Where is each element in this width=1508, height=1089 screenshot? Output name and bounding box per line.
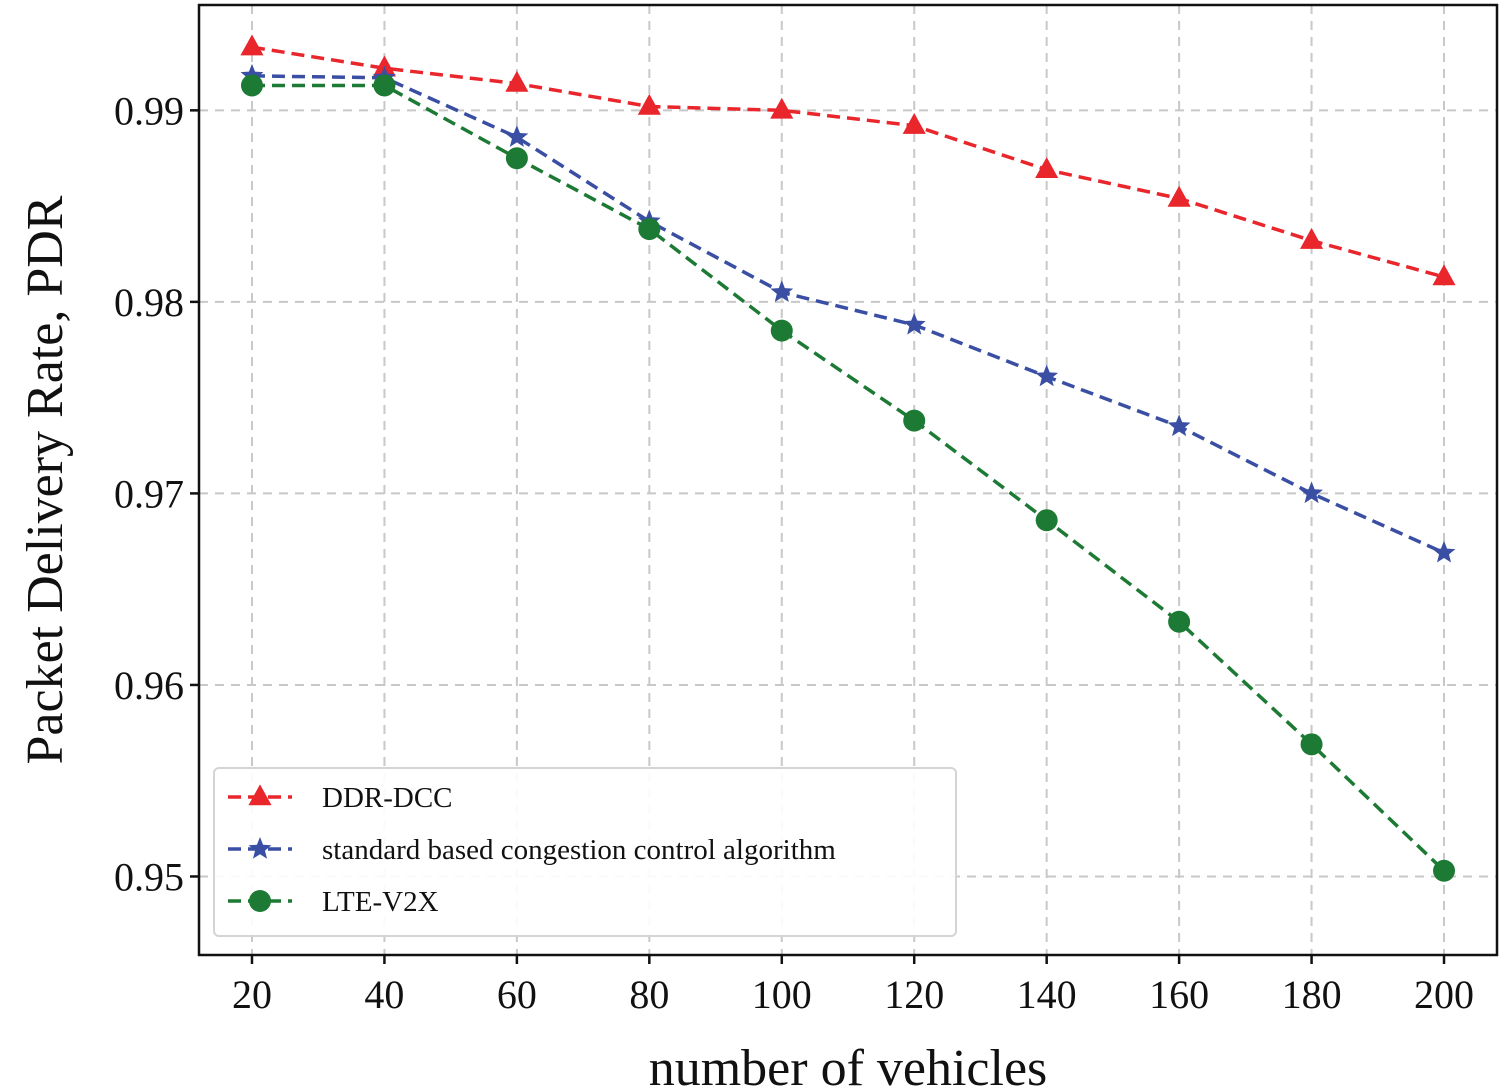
y-tick-label: 0.96 xyxy=(114,663,184,708)
data-point-standard-based-congestion-control-algorithm xyxy=(1167,414,1191,437)
axis-ticks: 20 40 60 80 100 120 140 160 180 200 0.95 0.96 0.97 0.… xyxy=(114,88,1474,1017)
data-point-lte-v2x xyxy=(770,319,793,342)
legend-marker-lte-v2x xyxy=(249,890,271,912)
data-point-standard-based-congestion-control-algorithm xyxy=(1035,364,1059,387)
data-point-ddr-dcc xyxy=(1167,185,1191,207)
data-point-lte-v2x xyxy=(638,218,661,241)
plot-frame xyxy=(197,3,1499,957)
legend-entry-lte-v2x: LTE-V2X xyxy=(228,886,439,918)
x-tick-label: 100 xyxy=(752,972,812,1017)
data-point-lte-v2x xyxy=(1035,509,1058,532)
data-point-standard-based-congestion-control-algorithm xyxy=(1300,481,1323,504)
series-lines xyxy=(240,34,1456,882)
data-point-ddr-dcc xyxy=(1035,157,1059,178)
y-tick-label: 0.98 xyxy=(114,280,184,325)
data-point-standard-based-congestion-control-algorithm xyxy=(902,312,926,335)
legend-marker-ddr-dcc xyxy=(248,784,272,806)
legend-entry-ddr-dcc: DDR-DCC xyxy=(228,782,453,814)
data-point-ddr-dcc xyxy=(637,93,661,115)
x-tick-label: 40 xyxy=(364,972,404,1017)
data-point-lte-v2x xyxy=(373,74,396,97)
y-tick-label: 0.95 xyxy=(114,854,184,899)
data-point-ddr-dcc xyxy=(1432,264,1456,286)
y-axis-title: Packet Delivery Rate, PDR xyxy=(17,195,74,764)
data-point-lte-v2x xyxy=(903,409,926,432)
data-point-ddr-dcc xyxy=(902,113,926,134)
data-point-standard-based-congestion-control-algorithm xyxy=(770,280,794,303)
data-point-standard-based-congestion-control-algorithm xyxy=(505,125,529,147)
data-point-lte-v2x xyxy=(505,147,528,170)
x-tick-label: 120 xyxy=(884,972,944,1017)
data-point-lte-v2x xyxy=(1168,610,1191,633)
data-point-ddr-dcc xyxy=(505,70,529,92)
series-line-standard-based-congestion-control-algorithm xyxy=(251,74,1445,555)
x-tick-label: 180 xyxy=(1282,972,1342,1017)
legend-label-ddr-dcc: DDR-DCC xyxy=(322,782,453,814)
series-lte-v2x xyxy=(240,74,1456,882)
y-tick-label: 0.97 xyxy=(114,471,184,516)
x-tick-label: 140 xyxy=(1017,972,1077,1017)
y-tick-label: 0.99 xyxy=(114,88,184,133)
x-tick-label: 160 xyxy=(1149,972,1209,1017)
data-point-ddr-dcc xyxy=(240,34,264,56)
x-axis-title: number of vehicles xyxy=(649,1040,1048,1089)
legend-label-lte-v2x: LTE-V2X xyxy=(322,886,439,918)
series-line-ddr-dcc xyxy=(251,45,1445,279)
x-tick-label: 20 xyxy=(232,972,272,1017)
data-point-lte-v2x xyxy=(1300,733,1323,756)
series-standard-based-congestion-control-algorithm xyxy=(240,63,1456,563)
legend-label-standard-congestion-control: standard based congestion control algori… xyxy=(322,834,836,866)
data-point-ddr-dcc xyxy=(1300,227,1324,249)
data-point-lte-v2x xyxy=(240,74,263,97)
data-point-standard-based-congestion-control-algorithm xyxy=(1432,540,1456,563)
data-point-ddr-dcc xyxy=(770,97,794,119)
data-point-lte-v2x xyxy=(1433,859,1456,882)
x-tick-label: 200 xyxy=(1414,972,1474,1017)
legend-box xyxy=(213,767,957,937)
series-line-lte-v2x xyxy=(251,83,1446,872)
x-tick-label: 60 xyxy=(497,972,537,1017)
legend-entry-standard-congestion-control: standard based congestion control algori… xyxy=(228,834,836,866)
legend: DDR-DCC standard based congestion contro… xyxy=(213,767,957,937)
legend-marker-standard-based-congestion-control-algorithm xyxy=(248,837,272,859)
x-tick-label: 80 xyxy=(629,972,669,1017)
series-ddr-dcc xyxy=(240,34,1456,286)
